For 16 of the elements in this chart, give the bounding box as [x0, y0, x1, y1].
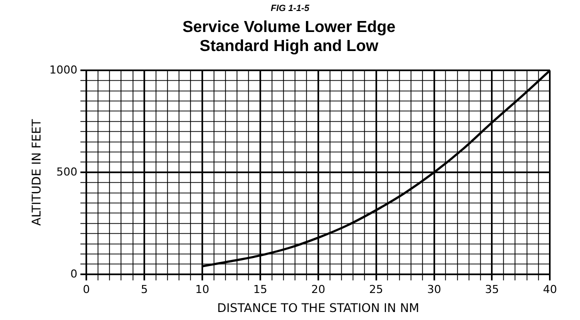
y-tick-label: 1000: [49, 63, 78, 76]
x-tick-label: 20: [311, 282, 326, 296]
y-axis-title: ALTITUDE IN FEET: [29, 118, 44, 226]
x-tick-label: 35: [485, 282, 500, 296]
x-tick-label: 30: [427, 282, 442, 296]
x-tick-label: 40: [543, 282, 557, 296]
x-tick-label: 0: [82, 282, 90, 296]
caption: FIG 1-1-5: [270, 3, 310, 13]
chart-title: Service Volume Lower Edge Standard High and Low: [182, 19, 396, 56]
x-tick-label: 15: [253, 282, 268, 296]
x-axis-title: DISTANCE TO THE STATION IN NM: [217, 300, 420, 315]
y-tick-label: 500: [56, 165, 78, 178]
x-tick-label: 5: [140, 282, 148, 296]
y-tick-label: 0: [70, 267, 78, 280]
x-tick-label: 10: [195, 282, 210, 296]
x-tick-label: 25: [369, 282, 384, 296]
